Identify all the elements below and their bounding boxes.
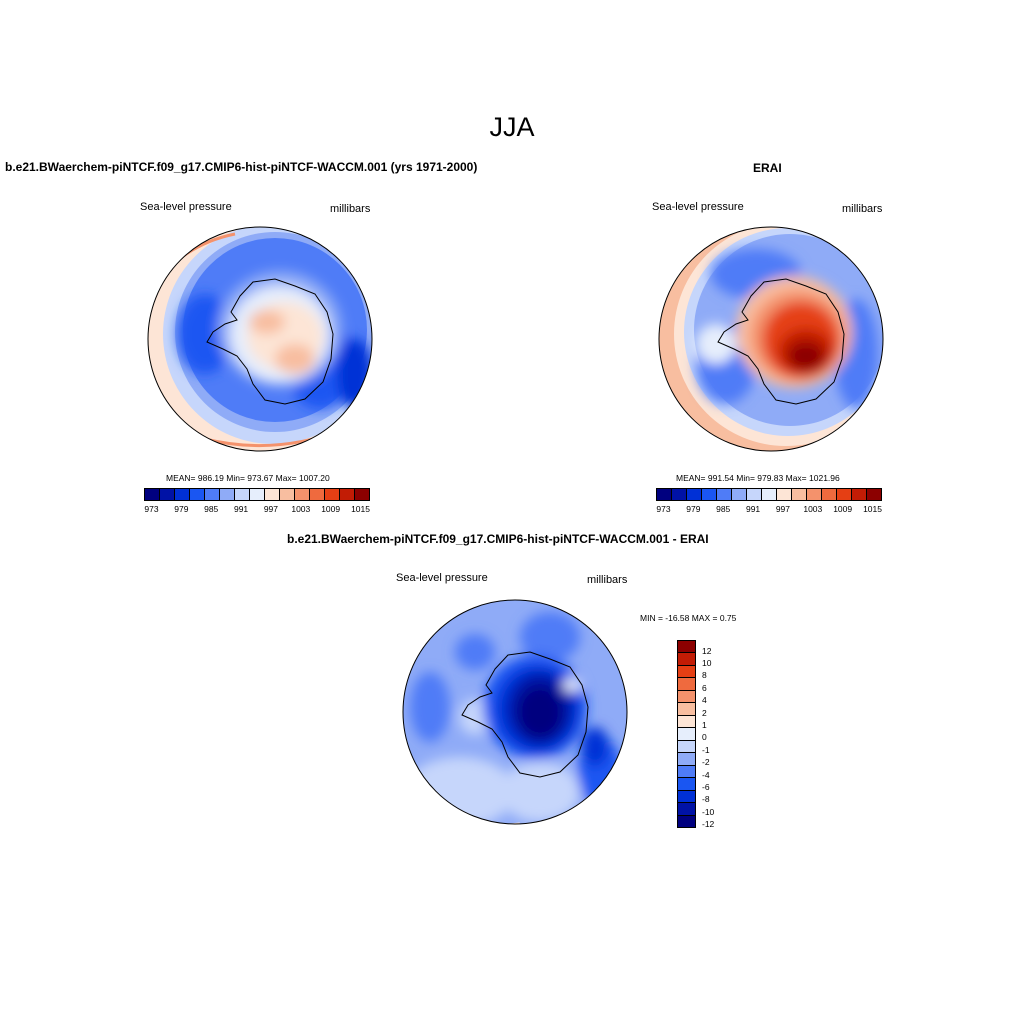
obs-colorbar-tick-label: 1003 <box>803 504 823 514</box>
diff-colorbar-swatch <box>678 740 695 754</box>
obs-colorbar-swatch <box>837 489 852 500</box>
obs-colorbar-tick-label: 1015 <box>863 504 882 514</box>
obs-colorbar-tick-label: 991 <box>745 504 761 514</box>
model-colorbar-ticks: 973 979 985 991 997 1003 1009 1015 <box>144 504 370 516</box>
obs-colorbar-ticks: 973 979 985 991 997 1003 1009 1015 <box>656 504 882 516</box>
obs-polar-map <box>658 226 884 452</box>
diff-colorbar-swatch <box>678 728 695 741</box>
obs-colorbar-swatch <box>867 489 881 500</box>
diff-colorbar-swatch <box>678 803 695 816</box>
model-colorbar-swatch <box>190 489 205 500</box>
diff-colorbar-tick-label: 4 <box>702 695 707 706</box>
diff-colorbar-swatch <box>678 690 695 704</box>
diff-colorbar-swatch <box>678 641 695 654</box>
diff-colorbar-tick-label: 8 <box>702 670 707 681</box>
obs-colorbar-tick-label: 1009 <box>833 504 853 514</box>
model-colorbar-swatch <box>220 489 235 500</box>
obs-colorbar-swatch <box>807 489 822 500</box>
model-colorbar-tick-label: 1009 <box>321 504 341 514</box>
model-colorbar-swatch <box>295 489 310 500</box>
model-colorbar-swatch <box>340 489 355 500</box>
obs-colorbar-swatch <box>777 489 792 500</box>
diff-colorbar-swatch <box>678 703 695 716</box>
obs-colorbar-tick-label: 979 <box>686 504 701 514</box>
diff-colorbar-swatch <box>678 815 695 828</box>
diff-colorbar-tick-label: -4 <box>702 769 710 780</box>
model-panel-title: b.e21.BWaerchem-piNTCF.f09_g17.CMIP6-his… <box>5 160 478 174</box>
obs-variable-label: Sea-level pressure <box>652 201 744 213</box>
obs-colorbar-swatch <box>852 489 867 500</box>
obs-colorbar-swatch <box>822 489 837 500</box>
diff-colorbar-tick-label: -12 <box>702 819 715 830</box>
model-colorbar-tick-label: 997 <box>263 504 279 514</box>
diff-colorbar-tick-label: -8 <box>702 794 710 805</box>
diff-colorbar-swatch <box>678 778 695 791</box>
diff-stats: MIN = -16.58 MAX = 0.75 <box>640 613 737 623</box>
model-colorbar-tick-label: 1015 <box>351 504 370 514</box>
diff-colorbar-tick-label: -2 <box>702 757 710 768</box>
model-colorbar-swatch <box>145 489 160 500</box>
model-colorbar-swatch <box>160 489 175 500</box>
obs-stats: MEAN= 991.54 Min= 979.83 Max= 1021.96 <box>676 473 840 483</box>
page-title: JJA <box>489 112 535 142</box>
diff-units-label: millibars <box>587 574 628 586</box>
diff-panel-title: b.e21.BWaerchem-piNTCF.f09_g17.CMIP6-his… <box>287 532 709 546</box>
diff-colorbar-tick-label: 1 <box>702 719 707 730</box>
obs-units-label: millibars <box>842 203 883 215</box>
model-colorbar-swatch <box>265 489 280 500</box>
model-colorbar <box>144 488 370 501</box>
diff-colorbar-swatch <box>678 753 695 766</box>
obs-colorbar-swatch <box>792 489 807 500</box>
obs-colorbar-tick-label: 985 <box>716 504 731 514</box>
model-colorbar-swatch <box>175 489 190 500</box>
diff-colorbar-swatch <box>678 653 695 666</box>
diff-colorbar <box>677 640 696 828</box>
diff-colorbar-swatch <box>678 678 695 691</box>
diff-colorbar-swatch <box>678 665 695 679</box>
model-colorbar-swatch <box>250 489 265 500</box>
model-units-label: millibars <box>330 203 371 215</box>
obs-panel-title: ERAI <box>753 161 782 175</box>
model-colorbar-tick-label: 991 <box>233 504 249 514</box>
model-colorbar-swatch <box>310 489 325 500</box>
model-colorbar-tick-label: 979 <box>174 504 189 514</box>
diff-variable-label: Sea-level pressure <box>396 572 488 584</box>
obs-colorbar-swatch <box>747 489 762 500</box>
diff-colorbar-tick-label: 0 <box>702 732 707 743</box>
model-colorbar-swatch <box>205 489 220 500</box>
model-colorbar-swatch <box>355 489 369 500</box>
diff-colorbar-tick-label: -1 <box>702 744 710 755</box>
obs-colorbar-swatch <box>702 489 717 500</box>
obs-colorbar-swatch <box>657 489 672 500</box>
obs-colorbar-swatch <box>762 489 777 500</box>
diff-colorbar-swatch <box>678 715 695 729</box>
diff-colorbar-ticks: 12 10 8 6 4 2 1 0 -1 -2 -4 -6 -8 -10 -12 <box>702 640 732 830</box>
diff-polar-map <box>402 599 628 825</box>
diff-colorbar-tick-label: 12 <box>702 645 712 656</box>
model-colorbar-tick-label: 1003 <box>291 504 311 514</box>
diff-colorbar-swatch <box>678 765 695 779</box>
obs-colorbar-tick-label: 997 <box>775 504 791 514</box>
model-stats: MEAN= 986.19 Min= 973.67 Max= 1007.20 <box>166 473 330 483</box>
model-colorbar-tick-label: 973 <box>144 504 159 514</box>
model-colorbar-swatch <box>325 489 340 500</box>
diff-colorbar-tick-label: -10 <box>702 806 715 817</box>
obs-colorbar-swatch <box>732 489 747 500</box>
obs-colorbar-swatch <box>717 489 732 500</box>
obs-colorbar-tick-label: 973 <box>656 504 671 514</box>
diff-colorbar-tick-label: 6 <box>702 682 707 693</box>
model-colorbar-swatch <box>235 489 250 500</box>
diff-colorbar-tick-label: 2 <box>702 707 707 718</box>
obs-colorbar-swatch <box>687 489 702 500</box>
model-colorbar-swatch <box>280 489 295 500</box>
diff-colorbar-swatch <box>678 790 695 804</box>
diff-colorbar-tick-label: -6 <box>702 781 710 792</box>
obs-colorbar-swatch <box>672 489 687 500</box>
model-polar-map <box>147 226 373 452</box>
model-colorbar-tick-label: 985 <box>204 504 219 514</box>
model-variable-label: Sea-level pressure <box>140 201 232 213</box>
diff-colorbar-tick-label: 10 <box>702 657 712 668</box>
obs-colorbar <box>656 488 882 501</box>
